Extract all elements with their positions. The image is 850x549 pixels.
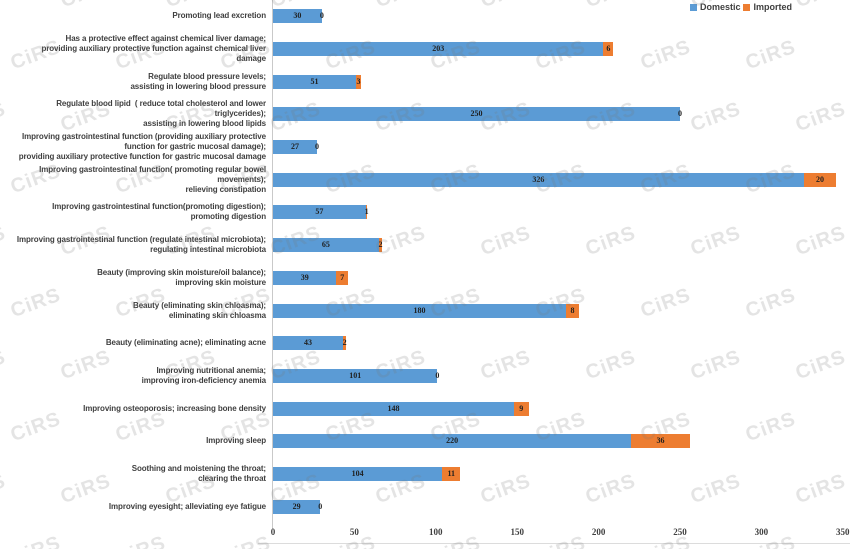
domestic-bar-segment: [273, 303, 567, 318]
domestic-bar-segment: [273, 401, 514, 416]
legend-label-imported: Imported: [753, 2, 792, 12]
category-label: Beauty (eliminating skin chloasma); elim…: [133, 300, 266, 320]
imported-bar-segment: [442, 466, 461, 481]
imported-bar-segment: [603, 42, 614, 57]
cirs-watermark: CiRS: [113, 532, 170, 549]
category-label: Has a protective effect against chemical…: [41, 34, 266, 64]
category-label: Beauty (eliminating acne); eliminating a…: [105, 338, 266, 348]
imported-value-label: 0: [678, 109, 682, 119]
category-label: Improving eyesight; alleviating eye fati…: [108, 501, 266, 511]
category-label: Improving gastrointestinal function (pro…: [18, 132, 266, 162]
x-tick-label: 250: [673, 527, 687, 537]
legend-item-domestic: Domestic: [689, 2, 741, 12]
domestic-value-label: 180: [413, 305, 426, 315]
domestic-value-label: 203: [432, 44, 445, 54]
category-label: Improving osteoporosis; increasing bone …: [83, 403, 266, 413]
imported-bar-segment: [336, 270, 348, 285]
x-tick-label: 150: [510, 527, 524, 537]
imported-bar-segment: [378, 238, 383, 253]
domestic-bar-segment: [273, 107, 680, 122]
domestic-bar-segment: [273, 9, 322, 24]
imported-bar-segment: [513, 401, 529, 416]
category-label: Improving gastrointestinal function( pro…: [39, 164, 266, 194]
category-label: Improving gastrointestinal function(prom…: [52, 202, 266, 222]
domestic-legend-swatch-icon: [689, 3, 697, 11]
x-tick-label: 50: [349, 527, 359, 537]
domestic-value-label: 148: [387, 403, 400, 413]
domestic-value-label: 250: [470, 109, 483, 119]
domestic-bar-segment: [273, 238, 379, 253]
imported-value-label: 6: [606, 44, 611, 54]
x-tick-label: 100: [429, 527, 443, 537]
domestic-value-label: 326: [532, 174, 545, 184]
category-label: Promoting lead excretion: [172, 11, 266, 21]
imported-bar-segment: [356, 74, 361, 89]
imported-value-label: 20: [816, 174, 824, 184]
domestic-bar-segment: [273, 336, 343, 351]
domestic-bar-segment: [273, 205, 366, 220]
domestic-bar-segment: [273, 42, 604, 57]
imported-value-label: 9: [519, 403, 524, 413]
domestic-value-label: 43: [304, 338, 312, 348]
domestic-value-label: 104: [351, 468, 364, 478]
domestic-value-label: 57: [315, 207, 324, 217]
domestic-bar-segment: [273, 270, 337, 285]
category-label: Improving sleep: [206, 436, 266, 446]
imported-bar-segment: [631, 434, 690, 449]
category-label: Regulate blood lipid ( reduce total chol…: [56, 99, 266, 129]
imported-value-label: 3: [356, 76, 361, 86]
imported-bar-segment: [343, 336, 347, 351]
category-label: Improving gastrointestinal function (reg…: [16, 235, 266, 255]
chart-legend: Domestic Imported: [689, 2, 792, 12]
domestic-bar-segment: [273, 434, 632, 449]
domestic-value-label: 65: [321, 240, 330, 250]
x-tick-label: 300: [754, 527, 769, 537]
category-label: Soothing and moistening the throat; clea…: [131, 463, 266, 483]
legend-label-domestic: Domestic: [699, 2, 741, 12]
domestic-bar-segment: [273, 499, 321, 514]
imported-value-label: 36: [656, 436, 665, 446]
domestic-value-label: 29: [292, 501, 301, 511]
imported-bar-segment: [803, 172, 837, 187]
cirs-watermark: CiRS: [533, 532, 590, 549]
domestic-bar-segment: [273, 140, 317, 155]
cirs-watermark: CiRS: [743, 532, 800, 549]
domestic-bar-segment: [273, 368, 438, 383]
legend-item-imported: Imported: [743, 2, 792, 12]
domestic-value-label: 27: [290, 142, 299, 152]
imported-value-label: 2: [378, 240, 383, 250]
imported-legend-swatch-icon: [743, 3, 751, 11]
x-axis-baseline: [258, 543, 850, 544]
domestic-value-label: 51: [310, 76, 319, 86]
domestic-bar-segment: [273, 466, 443, 481]
domestic-value-label: 30: [293, 11, 302, 21]
domestic-value-label: 220: [446, 436, 459, 446]
domestic-bar-segment: [273, 74, 357, 89]
plot-area: Promoting lead excretion 30 0 Has a protect…: [16, 9, 837, 514]
category-label: Regulate blood pressure levels; assistin…: [130, 71, 266, 91]
imported-bar-segment: [566, 303, 580, 318]
domestic-bar-segment: [273, 172, 804, 187]
y-axis-line: [272, 0, 273, 529]
x-tick-label: 200: [591, 527, 606, 537]
imported-bar-segment: [365, 205, 368, 220]
imported-value-label: 0: [314, 142, 319, 152]
domestic-value-label: 101: [349, 370, 362, 380]
imported-value-label: 2: [342, 338, 347, 348]
imported-value-label: 0: [318, 501, 323, 511]
x-tick-label: 0: [270, 527, 276, 537]
imported-value-label: 8: [570, 305, 575, 315]
category-label: Beauty (improving skin moisture/oil bala…: [97, 267, 266, 287]
imported-value-label: 7: [340, 272, 345, 282]
imported-value-label: 0: [319, 11, 324, 21]
cirs-watermark: CiRS: [218, 532, 275, 549]
cirs-watermark: CiRS: [8, 532, 65, 549]
x-tick-label: 350: [836, 527, 850, 537]
category-label: Improving nutritional anemia; improving …: [141, 365, 266, 385]
imported-value-label: 0: [435, 370, 440, 380]
imported-value-label: 11: [447, 468, 456, 478]
domestic-value-label: 39: [300, 272, 309, 282]
imported-value-label: 1: [364, 207, 369, 217]
